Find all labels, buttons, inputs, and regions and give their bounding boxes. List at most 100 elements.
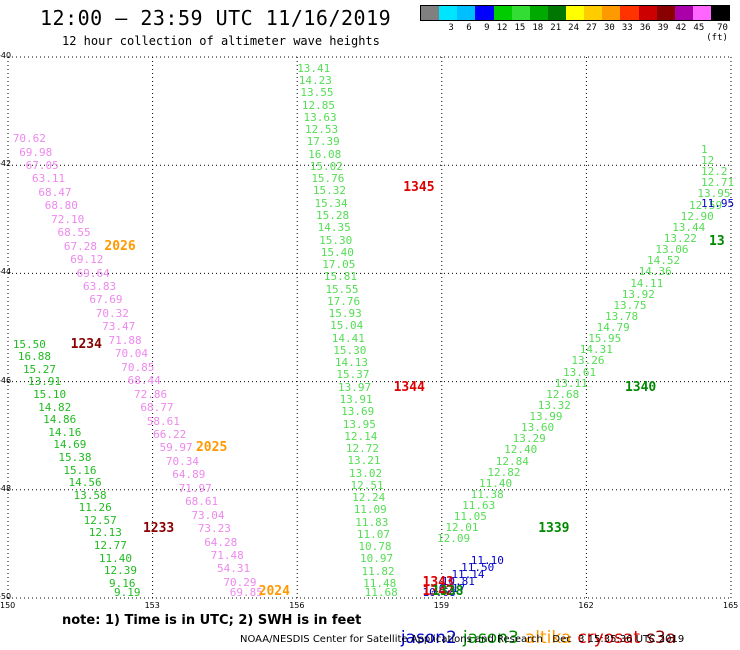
wave-height-value: 70.04 xyxy=(114,347,148,361)
wave-height-value: 14.56 xyxy=(68,476,102,490)
wave-height-value: 14.41 xyxy=(331,331,365,345)
wave-height-value: 15.16 xyxy=(63,463,97,477)
wave-height-value: 12.77 xyxy=(93,538,127,552)
wave-height-value: 71.97 xyxy=(178,481,212,495)
wave-height-value: 72.86 xyxy=(134,387,168,401)
wave-height-value: 13.60 xyxy=(520,421,555,435)
wave-height-value: 15.04 xyxy=(330,319,364,333)
wave-height-value: 59.97 xyxy=(159,441,193,455)
wave-height-value: 14.31 xyxy=(579,343,613,357)
latitude-tick-label: -48 xyxy=(0,483,12,493)
wave-height-value: 70.29 xyxy=(223,575,257,589)
pass-time-label: 1344 xyxy=(393,380,425,395)
wave-height-value: 13.61 xyxy=(562,365,597,379)
wave-height-value: 11.26 xyxy=(78,501,112,515)
wave-height-value: 13.22 xyxy=(663,232,697,245)
pass-time-label: 1339 xyxy=(538,520,570,536)
wave-height-value: 15.28 xyxy=(316,209,350,223)
wave-height-value: 16.08 xyxy=(308,147,342,161)
color-swatch xyxy=(493,6,512,20)
wave-height-value: 70.34 xyxy=(165,454,200,468)
wave-height-value: 68.55 xyxy=(57,226,91,240)
wave-height-value: 14.16 xyxy=(48,425,82,439)
pass-time-label: 1338 xyxy=(432,584,464,599)
satellite-legend: jason2 jason3 altika cryosat s3a xyxy=(390,608,682,648)
color-swatch xyxy=(439,6,458,20)
wave-height-value: 12.57 xyxy=(83,513,117,527)
wave-height-value: 11.63 xyxy=(462,499,496,513)
longitude-tick-label: 150 xyxy=(0,601,16,610)
wave-height-value: 73.04 xyxy=(191,508,225,522)
wave-height-value: 64.28 xyxy=(204,535,238,549)
wave-height-value: 14.11 xyxy=(630,276,664,290)
latitude-tick-label: -40 xyxy=(0,51,12,60)
color-scale-label: 24 xyxy=(568,23,580,33)
latitude-tick-label: -50 xyxy=(0,592,12,601)
wave-height-value: 9.16 xyxy=(108,576,136,590)
wave-height-value: 13.95 xyxy=(342,417,376,431)
wave-height-value: 13.78 xyxy=(604,309,639,323)
pass-time-label: 1342 xyxy=(422,584,454,599)
wave-height-value: 13.91 xyxy=(339,393,373,407)
wave-height-value: 12.53 xyxy=(305,123,339,137)
wave-height-value: 11.38 xyxy=(470,487,504,501)
wave-height-value: 15.37 xyxy=(336,368,370,382)
map-plot-area: 150 153 156 159 162 165 -40 -42 -44 -46 -48 -50 70.6… xyxy=(0,51,738,610)
color-swatch xyxy=(620,6,639,20)
wave-height-value: 15.30 xyxy=(319,233,353,247)
color-swatch xyxy=(674,6,693,20)
wave-height-value: 12.14 xyxy=(344,429,378,443)
wave-height-value: 69.64 xyxy=(76,266,110,280)
color-scale-label: 21 xyxy=(550,23,562,33)
wave-height-value: 10.17 xyxy=(432,582,466,596)
wave-height-value: 11.10 xyxy=(470,554,504,568)
wave-height-value: 68.61 xyxy=(185,495,219,509)
wave-height-value: 12.71 xyxy=(701,176,735,190)
wave-height-value: 13.06 xyxy=(655,243,689,257)
map-grid xyxy=(7,56,732,599)
wave-height-value: 15.50 xyxy=(12,337,46,351)
map-subtitle: 12 hour collection of altimeter wave hei… xyxy=(62,34,380,48)
wave-height-value: 13.55 xyxy=(300,86,334,100)
wave-height-value: 13.41 xyxy=(297,61,331,75)
wave-height-value: 12.13 xyxy=(88,526,122,540)
wave-height-value: 14.52 xyxy=(646,254,681,268)
color-scale-label: 12 xyxy=(496,23,508,33)
latitude-tick-label: -44 xyxy=(0,267,12,277)
wave-height-value: 15.34 xyxy=(314,196,348,210)
longitude-tick-label: 162 xyxy=(578,601,594,610)
wave-height-value: 72.10 xyxy=(51,212,85,226)
wave-height-value: 12.24 xyxy=(352,491,386,505)
pass-time-label: 1233 xyxy=(142,520,175,536)
wave-height-value: 73.47 xyxy=(102,320,136,334)
wave-height-value: 70.62 xyxy=(12,132,46,146)
wave-height-value: 13.32 xyxy=(537,398,571,412)
wave-height-value: 15.55 xyxy=(325,282,359,296)
wave-height-value: 14.13 xyxy=(334,356,368,370)
color-scale-label: 18 xyxy=(532,23,544,33)
legend-jason2: jason2 xyxy=(400,628,457,648)
wave-height-value: 17.39 xyxy=(306,135,340,149)
color-scale-label: 30 xyxy=(603,23,615,33)
wave-height-value: 11.40 xyxy=(478,476,513,490)
wave-height-value: 1 xyxy=(701,142,708,156)
longitude-tick-label: 159 xyxy=(433,601,450,610)
wave-height-value: 14.82 xyxy=(38,400,72,414)
wave-height-value: 15.40 xyxy=(320,245,354,259)
color-swatch xyxy=(602,6,621,20)
wave-height-value: 13.02 xyxy=(348,466,383,480)
wave-height-value: 15.27 xyxy=(22,362,57,376)
wave-height-value: 70.32 xyxy=(95,306,129,320)
wave-height-value: 69.98 xyxy=(19,145,53,159)
wave-height-value: 13.21 xyxy=(347,454,381,468)
wave-height-value: 12.90 xyxy=(680,209,714,223)
wave-height-value: 11.48 xyxy=(363,577,397,591)
wave-height-value: 13.92 xyxy=(621,287,655,301)
color-swatch xyxy=(457,6,476,20)
wave-height-value: 17.76 xyxy=(327,294,361,308)
wave-height-value: 69.12 xyxy=(70,253,104,267)
wave-height-value: 12.09 xyxy=(436,532,471,546)
wave-height-value: 12.51 xyxy=(350,478,384,492)
color-scale-label: 33 xyxy=(621,23,633,33)
wave-height-value: 67.69 xyxy=(89,293,123,307)
